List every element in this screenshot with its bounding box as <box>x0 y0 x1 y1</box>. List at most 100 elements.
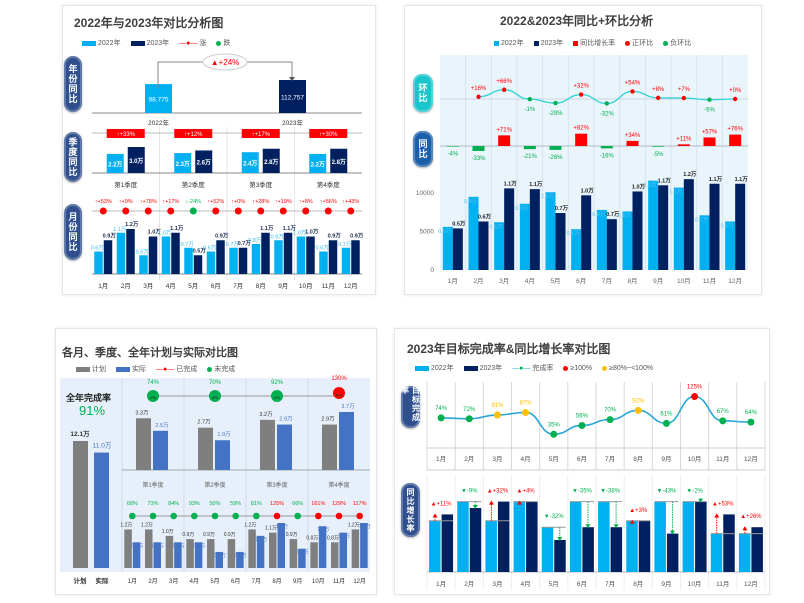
month-rate-label: 66% <box>292 501 303 507</box>
bar-2023 <box>658 185 669 270</box>
month-bar-2023 <box>103 240 113 274</box>
month-plan-label: 1.1万 <box>265 526 277 532</box>
arrow-up-icon <box>432 513 438 518</box>
quarter-change-label: ↑+30% <box>319 132 338 138</box>
yoy-bar <box>600 146 613 149</box>
mom-point <box>527 96 533 102</box>
quarter-rate-label: 92% <box>271 380 284 386</box>
year-axis-label: 2022年 <box>148 118 169 127</box>
month-rate-label: 84% <box>168 501 179 507</box>
x-axis-label: 10月 <box>688 580 702 588</box>
month-axis-label: 4月 <box>190 578 199 585</box>
bar-2023 <box>610 527 623 572</box>
quarter-plan-label: 2.7万 <box>197 419 211 426</box>
quarter-plan-label: 3.2万 <box>259 411 273 418</box>
quarter-bar-2022 <box>174 153 192 173</box>
month-axis-label: 10月 <box>312 578 325 585</box>
arrow-down-icon <box>289 77 295 81</box>
month-bar-label-2023: 0.9万 <box>328 232 342 239</box>
month-actual-bar <box>256 535 265 568</box>
growth-label: ▲+11% <box>431 501 453 507</box>
month-band-label: 3月 <box>492 455 502 463</box>
month-change-label: ↑+8% <box>299 199 313 205</box>
arrow-down-icon <box>698 498 704 503</box>
month-change-dot <box>234 207 242 215</box>
quarter-bar-2022 <box>309 153 327 173</box>
yoy-bar <box>677 144 690 146</box>
mom-point <box>553 100 558 106</box>
month-bar-label-2023: 1.1万 <box>283 225 297 232</box>
month-rate-dot <box>335 512 343 520</box>
bar-2022 <box>468 196 479 270</box>
quarter-change-badge <box>174 129 213 138</box>
month-actual-label: 1.4万 <box>359 524 371 530</box>
month-actual-label: 1.0万 <box>255 537 267 543</box>
quarter-bar-2023 <box>262 148 280 173</box>
tl-title: 2022年与2023年对比分析图 <box>74 16 224 30</box>
bl-title: 各月、季度、全年计划与实际对比图 <box>62 347 238 359</box>
bar-label-2023: 1.1万 <box>735 176 749 183</box>
completion-rate-point <box>437 414 445 422</box>
growth-label: ▲+4% <box>517 489 536 495</box>
legend-label: ≥80%~<100% <box>609 364 654 372</box>
bar-label-2023: 1.0万 <box>581 187 595 194</box>
bar-2023 <box>441 514 454 572</box>
month-bar-2023 <box>126 229 135 274</box>
month-plan-label: 1.2万 <box>141 522 153 528</box>
quarter-actual-label: 2.9万 <box>279 416 293 423</box>
completion-rate-point <box>465 415 473 423</box>
month-bar-label-2023: 0.9万 <box>215 232 229 239</box>
bar-2022 <box>541 527 554 572</box>
year-axis-label: 2023年 <box>282 118 303 127</box>
month-actual-bar <box>194 542 203 568</box>
bar-2022 <box>710 533 723 572</box>
month-actual-bar <box>174 542 182 568</box>
bar-2023 <box>504 188 515 270</box>
yoy-bar <box>652 146 665 147</box>
legend-2022: 2022年 <box>82 38 121 48</box>
month-plan-bar <box>186 539 194 568</box>
month-bar-label-2022: 1.0万 <box>293 230 307 237</box>
quarter-actual-label: 3.7万 <box>341 403 355 410</box>
month-plan-label: 0.8万 <box>306 535 318 541</box>
bar-label-2022: 0.6万 <box>438 228 452 235</box>
completion-rate-point <box>578 421 586 429</box>
month-bar-2023 <box>148 236 158 274</box>
completion-rate-label: 87% <box>520 400 533 406</box>
bar-label-2022: 1.1万 <box>669 189 683 196</box>
arrow-down-icon <box>472 505 478 509</box>
x-axis-label: 12月 <box>744 580 758 588</box>
bar-2023 <box>554 540 566 572</box>
bar-2023 <box>529 189 540 270</box>
month-bar-label-2022: 0.6万 <box>203 245 217 252</box>
completion-rate-label: 70% <box>604 408 617 414</box>
mom-point <box>655 95 661 101</box>
month-plan-bar <box>124 529 132 568</box>
month-band-label: 6月 <box>577 455 587 463</box>
month-bar-label-2022: 1.0万 <box>158 230 172 237</box>
br-title: 2023年目标完成率&同比增长率对比图 <box>407 342 611 356</box>
month-axis-label: 11月 <box>333 578 345 585</box>
quarter-axis-label: 第1季度 <box>114 180 138 189</box>
month-actual-label: 1.4万 <box>276 524 288 530</box>
x-axis-label: 2月 <box>473 277 483 285</box>
month-bar-label-2022: 0.7万 <box>226 241 240 248</box>
bar-2022 <box>457 501 469 572</box>
x-axis-label: 5月 <box>550 277 560 285</box>
month-actual-bar <box>360 523 368 568</box>
month-actual-label: 0.5万 <box>235 553 247 559</box>
legend-label: 实际 <box>132 366 146 373</box>
quarter-change-label: ↑+12% <box>184 132 203 138</box>
smile-icon <box>333 387 345 399</box>
quarter-bar-2023 <box>195 150 213 173</box>
x-axis-label: 1月 <box>448 277 458 285</box>
bar-2022 <box>571 229 582 270</box>
quarter-axis-label: 第2季度 <box>182 180 206 189</box>
year-bar-label: 98,775 <box>149 97 169 104</box>
month-rate-label: 161% <box>311 501 325 507</box>
yoy-label: -26% <box>548 155 563 161</box>
month-axis-label: 7月 <box>252 578 261 585</box>
month-bar-2023 <box>261 232 270 274</box>
month-change-label: ↓-24% <box>185 199 201 205</box>
month-rate-label: 50% <box>209 501 220 507</box>
